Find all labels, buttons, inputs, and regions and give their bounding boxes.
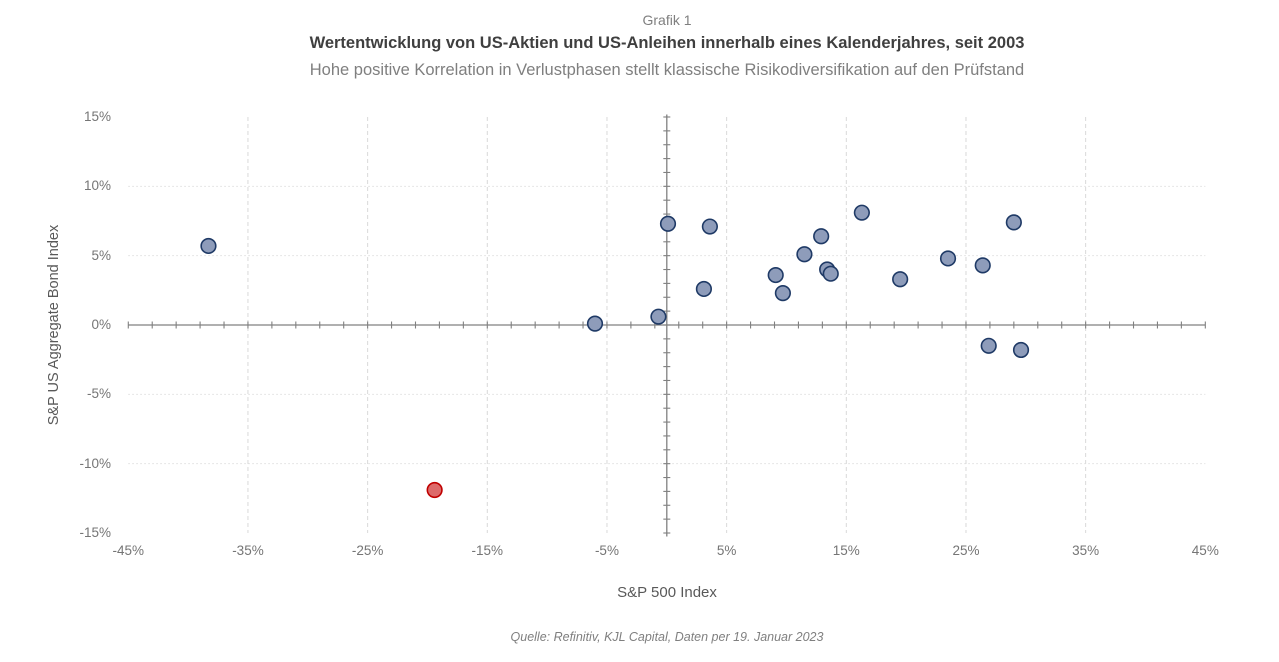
data-point — [822, 265, 839, 282]
x-tick-label: 45% — [1191, 543, 1219, 558]
chart-subtitle: Hohe positive Korrelation in Verlustphas… — [309, 61, 1025, 79]
data-point — [939, 250, 957, 267]
data-point — [892, 271, 909, 288]
data-point — [767, 266, 784, 284]
data-point — [980, 337, 997, 354]
data-point — [1005, 214, 1022, 231]
x-tick-label: 15% — [832, 543, 860, 558]
x-tick-label: 35% — [1072, 543, 1100, 558]
x-tick-label: -5% — [594, 543, 619, 558]
data-point — [426, 481, 443, 499]
y-tick-label: -10% — [79, 455, 111, 471]
x-tick-label: -25% — [351, 543, 384, 558]
data-point — [774, 285, 791, 302]
source-note: Quelle: Refinitiv, KJL Capital, Daten pe… — [510, 630, 824, 644]
y-axis-title: S&P US Aggregate Bond Index — [46, 224, 62, 426]
data-point — [200, 237, 217, 255]
x-axis-title: S&P 500 Index — [617, 584, 717, 601]
y-tick-label: -15% — [79, 525, 111, 540]
data-point — [701, 218, 718, 235]
x-tick-label: -35% — [232, 543, 264, 558]
x-tick-label: -15% — [471, 543, 504, 558]
data-point — [813, 228, 830, 245]
y-tick-label: 5% — [91, 247, 111, 263]
x-tick-label: -45% — [112, 543, 145, 558]
data-point — [650, 308, 667, 325]
data-point — [586, 315, 604, 332]
data-point — [659, 215, 677, 232]
chart-pretitle: Grafik 1 — [642, 12, 692, 28]
data-point — [1012, 341, 1030, 359]
data-point — [796, 246, 813, 263]
x-tick-label: 5% — [716, 543, 737, 558]
y-tick-label: -5% — [86, 386, 111, 402]
y-tick-label: 0% — [91, 317, 111, 332]
data-point — [853, 204, 870, 221]
chart-title: Wertentwicklung von US-Aktien und US-Anl… — [309, 34, 1025, 52]
y-tick-label: 15% — [83, 108, 111, 124]
data-point — [974, 257, 991, 274]
chart-header: Grafik 1 Wertentwicklung von US-Aktien u… — [128, 10, 1206, 84]
data-point — [695, 280, 712, 298]
y-tick-label: 10% — [83, 178, 111, 194]
x-tick-label: 25% — [952, 543, 980, 558]
